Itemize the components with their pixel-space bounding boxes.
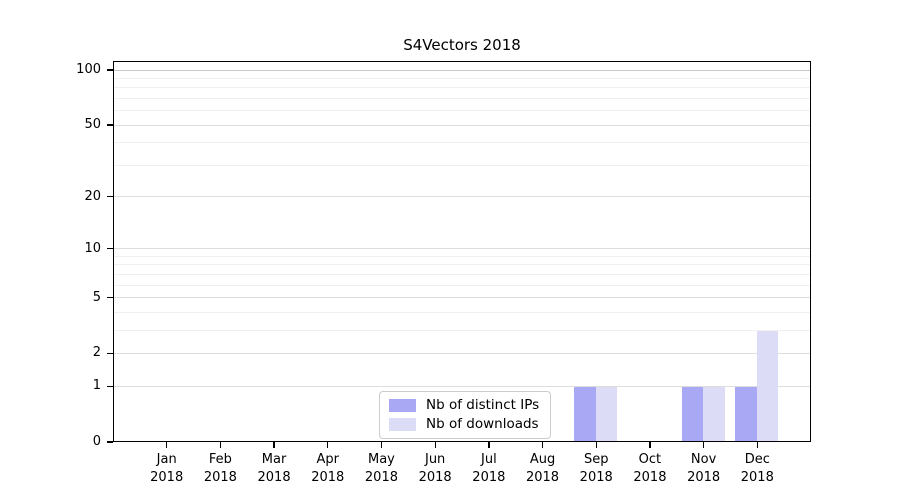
x-tick-oct (649, 442, 651, 448)
x-tick-jan (166, 442, 168, 448)
y-tick-label-10: 10 (84, 240, 101, 256)
plot-area (113, 61, 811, 442)
x-tick-month: Jun (424, 452, 446, 467)
y-tick-10 (106, 248, 113, 250)
y-tick-0 (106, 441, 113, 443)
x-tick-year: 2018 (633, 470, 667, 485)
x-tick-month: Mar (261, 452, 287, 467)
x-tick-mar (273, 442, 275, 448)
x-tick-label-jun: Jun 2018 (403, 451, 467, 487)
bar-sep-downloads (595, 386, 618, 441)
bar-dec-downloads (756, 330, 779, 441)
x-tick-year: 2018 (257, 470, 291, 485)
gridline-8 (114, 264, 810, 266)
x-tick-label-nov: Nov 2018 (672, 451, 736, 487)
x-tick-year: 2018 (740, 470, 774, 485)
y-tick-label-0: 0 (92, 434, 101, 449)
y-tick-50 (106, 124, 113, 126)
gridline-6 (114, 284, 810, 286)
x-tick-label-dec: Dec 2018 (725, 451, 789, 487)
x-tick-aug (541, 442, 544, 448)
x-tick-month: Dec (744, 452, 770, 467)
bar-dec-distinct-ips (735, 386, 757, 441)
x-tick-year: 2018 (687, 470, 721, 485)
x-tick-apr (327, 442, 329, 448)
x-tick-label-mar: Mar 2018 (242, 451, 306, 487)
x-tick-label-apr: Apr 2018 (296, 451, 360, 487)
y-tick-label-50: 50 (84, 117, 101, 133)
gridline-90 (114, 78, 810, 79)
x-tick-year: 2018 (418, 470, 452, 485)
x-tick-month: Nov (690, 452, 717, 467)
gridline-70 (114, 98, 810, 99)
x-tick-year: 2018 (525, 470, 560, 485)
y-tick-5 (106, 296, 113, 299)
x-tick-label-jul: Jul 2018 (457, 451, 521, 487)
x-tick-month: Jan (156, 452, 177, 467)
x-tick-month: Jul (481, 452, 497, 467)
gridline-5 (114, 297, 810, 299)
gridline-2 (114, 353, 810, 355)
x-tick-label-aug: Aug 2018 (511, 451, 575, 487)
x-tick-may (380, 442, 383, 448)
gridline-10 (114, 248, 810, 250)
x-tick-label-feb: Feb 2018 (188, 451, 252, 487)
legend-item-distinct-ips: Nb of distinct IPs (389, 397, 539, 413)
y-tick-label-20: 20 (84, 188, 101, 204)
legend-swatch-downloads (389, 417, 416, 431)
y-tick-label-2: 2 (92, 345, 101, 361)
gridline-60 (114, 110, 810, 112)
legend-item-downloads: Nb of downloads (389, 416, 539, 432)
y-tick-label-100: 100 (76, 61, 101, 77)
legend-swatch-distinct-ips (389, 398, 416, 412)
x-tick-month: Aug (529, 452, 556, 467)
gridline-9 (114, 256, 810, 257)
x-tick-year: 2018 (203, 470, 237, 485)
gridline-20 (114, 196, 810, 198)
x-tick-label-may: May 2018 (349, 451, 413, 487)
x-tick-label-jan: Jan 2018 (135, 451, 199, 487)
bar-nov-downloads (703, 386, 725, 441)
gridline-4 (114, 311, 810, 313)
x-tick-feb (219, 442, 222, 448)
x-tick-month: Oct (638, 452, 662, 467)
gridline-40 (114, 142, 810, 144)
x-tick-month: Sep (583, 452, 609, 467)
gridline-1 (114, 385, 810, 387)
y-tick-1 (106, 385, 113, 387)
gridline-30 (114, 164, 810, 166)
x-tick-year: 2018 (311, 470, 345, 485)
x-tick-year: 2018 (364, 470, 398, 485)
x-tick-year: 2018 (150, 470, 184, 485)
bar-nov-distinct-ips (681, 386, 704, 441)
x-tick-jun (434, 442, 436, 448)
x-tick-label-oct: Oct 2018 (618, 451, 682, 487)
legend-label-distinct-ips: Nb of distinct IPs (426, 397, 540, 413)
gridline-80 (114, 87, 810, 89)
x-tick-month: Apr (316, 452, 340, 467)
chart-title: S4Vectors 2018 (403, 36, 521, 54)
x-tick-month: May (368, 452, 395, 467)
y-tick-100 (106, 69, 113, 71)
gridline-7 (114, 273, 810, 275)
gridline-100 (114, 69, 810, 71)
x-tick-year: 2018 (472, 470, 506, 485)
bar-sep-distinct-ips (574, 386, 596, 441)
y-tick-20 (106, 195, 113, 198)
x-tick-year: 2018 (579, 470, 613, 485)
y-tick-label-5: 5 (92, 289, 101, 305)
x-tick-sep (595, 442, 597, 448)
legend: Nb of distinct IPs Nb of downloads (379, 391, 552, 439)
x-tick-month: Feb (208, 452, 232, 467)
x-tick-jul (488, 442, 490, 448)
gridline-50 (114, 124, 810, 126)
legend-label-downloads: Nb of downloads (426, 416, 539, 432)
x-tick-nov (703, 442, 705, 448)
x-tick-dec (756, 442, 758, 448)
x-tick-label-sep: Sep 2018 (564, 451, 628, 487)
y-tick-2 (106, 352, 113, 355)
y-tick-label-1: 1 (92, 378, 101, 394)
gridline-3 (114, 329, 810, 331)
